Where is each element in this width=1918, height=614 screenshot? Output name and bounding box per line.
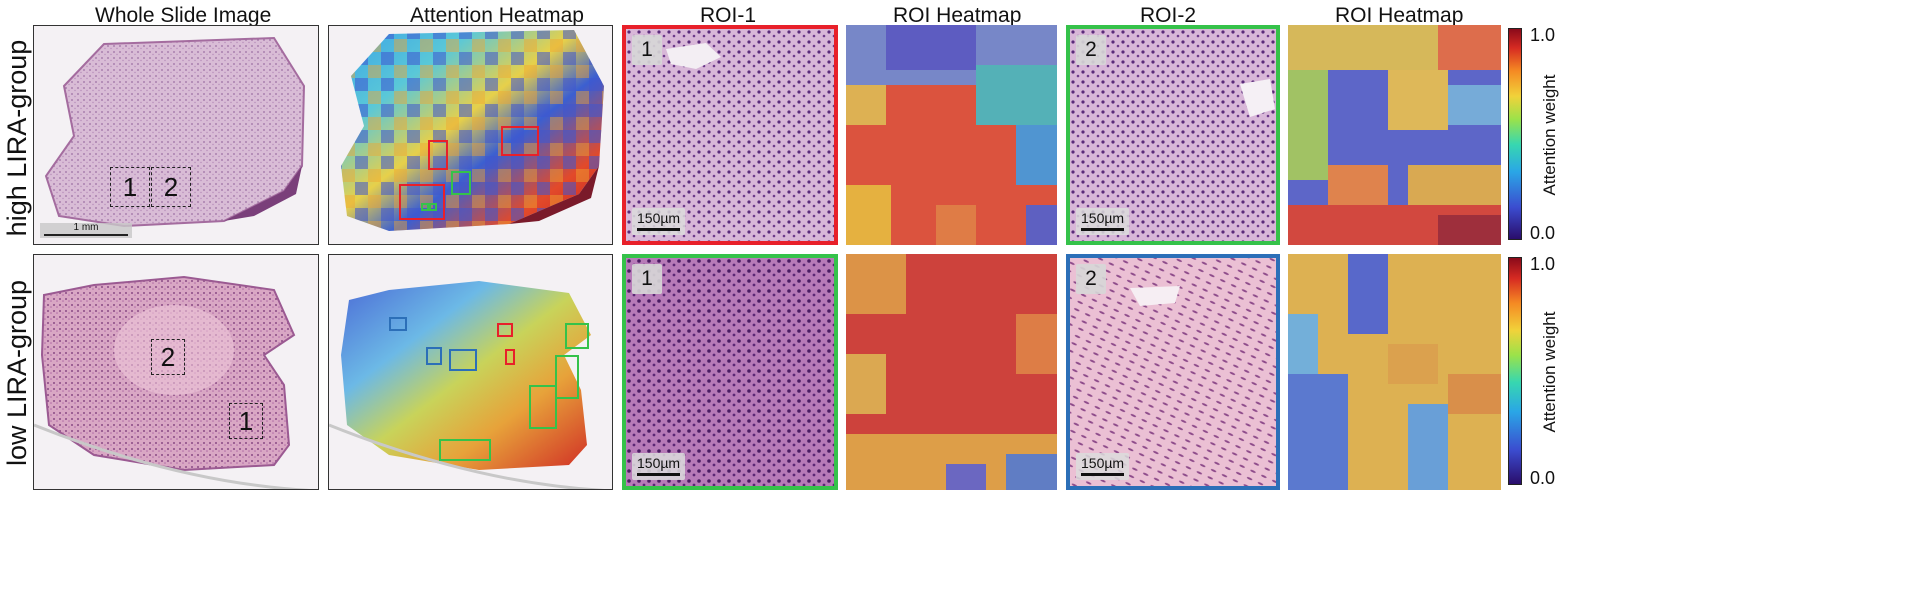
- attention-box-green: [421, 203, 429, 211]
- tissue-section: [44, 36, 306, 228]
- colorbar-min: 0.0: [1530, 223, 1556, 243]
- attention-heatmap-panel-low: [328, 254, 613, 490]
- roi1-panel-high: 1 150µm: [622, 25, 838, 245]
- roi-heatmap-grid: [846, 254, 1057, 490]
- region-box-1: 1: [229, 403, 263, 439]
- scale-bar: 150µm: [632, 208, 686, 235]
- scale-bar-label: 150µm: [637, 455, 681, 471]
- scale-bar: 150µm: [632, 453, 686, 480]
- colorbar-high: [1508, 28, 1522, 240]
- tissue-section: [34, 275, 311, 489]
- region-box-2: 2: [151, 167, 191, 207]
- roi1-tissue: [626, 258, 834, 486]
- roi-heatmap-1-high: [846, 25, 1057, 245]
- scale-bar-line: [1081, 228, 1125, 231]
- roi2-panel-low: 2 150µm: [1066, 254, 1280, 490]
- roi-heatmap-1-low: [846, 254, 1057, 490]
- scale-bar-label: 150µm: [1081, 210, 1125, 226]
- attention-heatmap-tissue: [341, 30, 604, 231]
- wsi-panel-low: 2 1: [33, 254, 319, 490]
- scale-bar: 150µm: [1076, 208, 1130, 235]
- header-attention-heatmap: Attention Heatmap: [410, 4, 584, 27]
- attention-box-red: [497, 323, 513, 337]
- colorbar-low: [1508, 257, 1522, 485]
- roi1-panel-low: 1 150µm: [622, 254, 838, 490]
- colorbar-max: 1.0: [1530, 25, 1556, 45]
- scale-bar-line: [1081, 473, 1125, 476]
- attention-box-blue: [426, 347, 442, 365]
- header-roi-2: ROI-2: [1140, 4, 1197, 27]
- region-box-2: 2: [151, 339, 185, 375]
- scale-bar-label: 150µm: [637, 210, 681, 226]
- colorbar-label: Attention weight: [1540, 311, 1559, 433]
- header-roi-1: ROI-1: [700, 4, 757, 27]
- attention-box-green: [439, 439, 491, 461]
- attention-heatmap-panel-high: [328, 25, 613, 245]
- roi2-tissue: [1070, 258, 1276, 486]
- region-box-1: 1: [110, 167, 150, 207]
- mm-scale-label: 1 mm: [73, 222, 99, 233]
- wsi-panel-high: 1 2 1 mm: [33, 25, 319, 245]
- attention-box-green: [565, 323, 589, 349]
- roi-heatmap-2-low: [1288, 254, 1501, 490]
- roi-heatmap-2-high: [1288, 25, 1501, 245]
- scale-bar: 150µm: [1076, 453, 1130, 480]
- header-whole-slide-image: Whole Slide Image: [95, 4, 272, 27]
- roi-number: 2: [1076, 264, 1106, 294]
- row-label-high: high LIRA-group: [2, 39, 32, 237]
- attention-box-green: [555, 355, 579, 399]
- attention-box-red: [428, 140, 448, 170]
- roi-number: 1: [632, 264, 662, 294]
- roi-heatmap-grid: [1288, 254, 1501, 490]
- attention-box-blue: [389, 317, 407, 331]
- attention-box-green: [429, 203, 437, 211]
- roi-number: 1: [632, 35, 662, 65]
- attention-box-red: [505, 349, 515, 365]
- mm-scale-bar: 1 mm: [40, 223, 132, 238]
- roi-heatmap-grid: [1288, 25, 1501, 245]
- scale-bar-label: 150µm: [1081, 455, 1125, 471]
- colorbar-label: Attention weight: [1540, 74, 1559, 196]
- row-label-low: low LIRA-group: [2, 279, 32, 467]
- scale-bar-line: [637, 473, 681, 476]
- roi-number: 2: [1076, 35, 1106, 65]
- attention-box-green: [451, 171, 471, 195]
- mm-scale-line: [44, 234, 128, 236]
- attention-box-red: [399, 184, 445, 220]
- scale-bar-line: [637, 228, 681, 231]
- roi2-panel-high: 2 150µm: [1066, 25, 1280, 245]
- attention-box-green: [529, 385, 557, 429]
- attention-heatmap-tissue: [329, 281, 605, 489]
- header-roi-heatmap-1: ROI Heatmap: [893, 4, 1022, 27]
- attention-box-blue: [449, 349, 477, 371]
- attention-box-red: [501, 126, 539, 156]
- colorbar-min: 0.0: [1530, 468, 1556, 488]
- roi-heatmap-grid: [846, 25, 1057, 245]
- header-roi-heatmap-2: ROI Heatmap: [1335, 4, 1464, 27]
- colorbar-max: 1.0: [1530, 254, 1556, 274]
